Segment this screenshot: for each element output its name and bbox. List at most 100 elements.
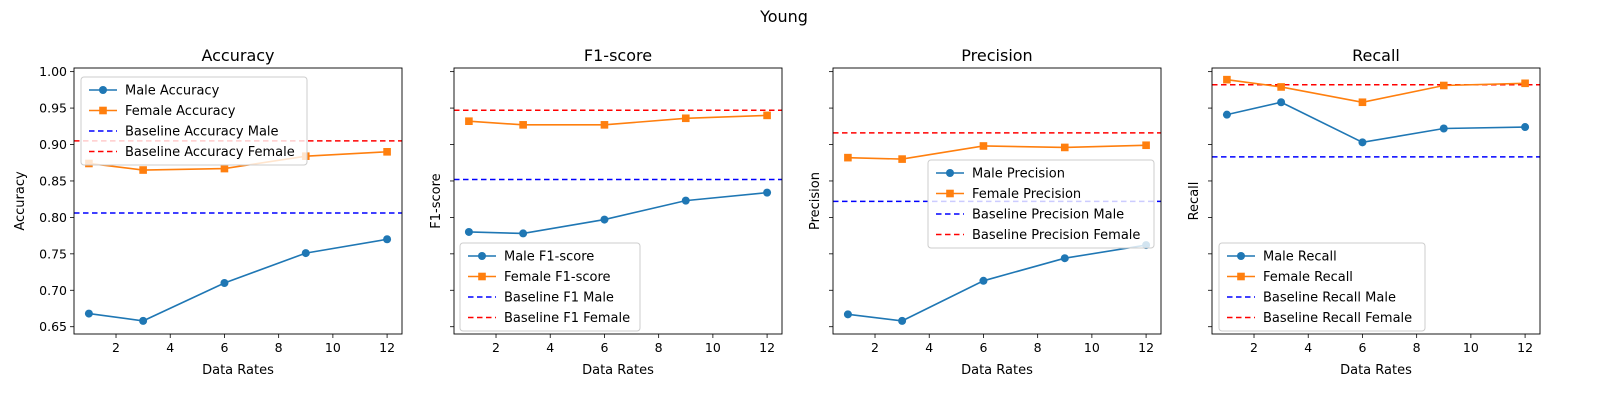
legend-label: Female Recall (1263, 270, 1353, 285)
data-point (84, 309, 93, 318)
legend-label: Baseline F1 Female (504, 311, 630, 326)
data-point (1223, 75, 1231, 84)
legend-label: Male Recall (1263, 250, 1337, 265)
axes-frame (453, 67, 783, 335)
data-point (1142, 141, 1150, 150)
legend-label: Baseline Recall Female (1263, 311, 1412, 326)
y-tick-label: 1.00 (39, 64, 67, 79)
data-point (1222, 110, 1231, 119)
x-tick-label: 12 (1138, 340, 1154, 355)
x-tick-label: 6 (1358, 340, 1366, 355)
legend-marker (1237, 272, 1245, 281)
legend-label: Female Accuracy (125, 104, 236, 119)
data-point (1521, 123, 1530, 132)
plot-area (74, 140, 402, 325)
y-axis-label: Accuracy (13, 171, 28, 231)
y-tick-label: 0.90 (39, 137, 67, 152)
legend-label: Female Precision (972, 187, 1081, 202)
x-tick-label: 6 (220, 340, 228, 355)
legend-box (1218, 242, 1426, 332)
y-tick-label: 0.65 (39, 319, 67, 334)
x-tick-label: 8 (655, 340, 663, 355)
x-tick-label: 4 (925, 340, 933, 355)
x-tick-label: 6 (600, 340, 608, 355)
legend: Male Accuracy Female Accuracy Baseline Acc… (80, 76, 308, 166)
legend-label: Male F1-score (504, 250, 594, 265)
data-point (464, 227, 473, 236)
legend-label: Female F1-score (504, 270, 611, 285)
axes-frame (832, 67, 1162, 335)
legend-marker (946, 189, 954, 198)
y-tick-label: 0.85 (39, 173, 67, 188)
data-point (1358, 98, 1367, 107)
legend-marker (478, 252, 486, 260)
x-tick-label: 10 (325, 340, 341, 355)
series-line (1226, 78, 1526, 104)
data-point (1521, 79, 1529, 88)
legend-label: Baseline Accuracy Female (125, 145, 295, 160)
y-axis-label: F1-score (429, 173, 444, 228)
legend-marker (99, 106, 107, 115)
data-point (1277, 98, 1286, 107)
data-point (301, 249, 310, 258)
data-point (1358, 138, 1367, 147)
data-point (220, 164, 229, 173)
legend: Male Precision Female Precision Baseline P… (927, 159, 1155, 249)
x-tick-label: 12 (379, 340, 395, 355)
data-point (843, 310, 852, 319)
y-tick-label: 0.80 (39, 210, 67, 225)
series-line (847, 244, 1147, 322)
data-point (979, 276, 988, 285)
data-point (681, 114, 690, 123)
x-axis-label: Data Rates (1340, 363, 1412, 378)
y-tick-label: 0.75 (39, 246, 67, 261)
data-point (979, 142, 988, 150)
panel-title: Recall (1352, 46, 1400, 65)
data-point (1277, 83, 1285, 91)
x-tick-label: 2 (492, 340, 500, 355)
data-point (1060, 254, 1069, 263)
x-tick-label: 12 (759, 340, 775, 355)
data-point (1439, 81, 1448, 90)
x-tick-label: 4 (1304, 340, 1312, 355)
x-tick-label: 2 (1250, 340, 1258, 355)
legend-label: Baseline Recall Male (1263, 291, 1396, 306)
data-point (681, 196, 690, 205)
panel-1: F1-score 2 4 6 8 10 12 Data Rates F1-score Male F… (429, 46, 783, 378)
data-point (600, 215, 609, 224)
legend-marker (1237, 252, 1245, 260)
x-axis-label: Data Rates (582, 363, 654, 378)
data-point (898, 155, 906, 163)
x-tick-label: 2 (112, 340, 120, 355)
data-point (139, 166, 147, 174)
data-point (220, 278, 229, 287)
data-point (898, 316, 907, 325)
legend-label: Male Accuracy (125, 84, 220, 99)
series-line (88, 238, 388, 322)
legend: Male F1-score Female F1-score Baseline F1 … (459, 242, 641, 332)
legend-label: Baseline Precision Female (972, 228, 1140, 243)
panel-title: Precision (961, 46, 1032, 65)
y-tick-label: 0.70 (39, 283, 67, 298)
legend-label: Male Precision (972, 167, 1065, 182)
y-axis-label: Precision (808, 172, 823, 230)
data-point (1060, 143, 1069, 152)
data-point (383, 235, 392, 244)
legend-label: Baseline Accuracy Male (125, 125, 279, 140)
plot-area (1212, 75, 1540, 158)
data-point (763, 188, 772, 197)
legend-label: Baseline Precision Male (972, 208, 1124, 223)
data-point (600, 121, 609, 129)
data-point (139, 316, 148, 325)
plot-area (454, 109, 782, 238)
legend-marker (99, 86, 107, 94)
panel-2: Precision 2 4 6 8 10 12 Data Rates Precision Male… (808, 46, 1162, 378)
panel-title: F1-score (584, 46, 652, 65)
legend-label: Baseline F1 Male (504, 291, 614, 306)
axes-frame (73, 67, 403, 335)
x-tick-label: 4 (546, 340, 554, 355)
legend-box (80, 76, 308, 166)
series-line (468, 191, 768, 235)
x-tick-label: 8 (275, 340, 283, 355)
